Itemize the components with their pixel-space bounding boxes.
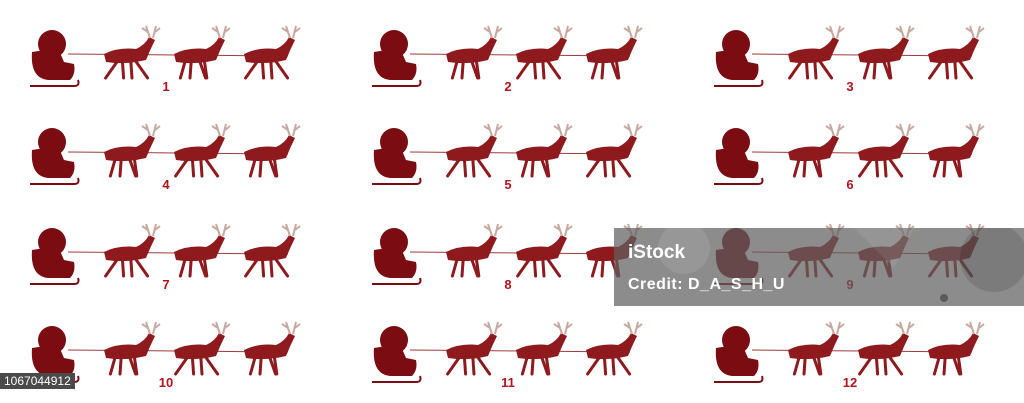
reindeer-icon [788, 123, 845, 178]
image-id-badge: 1067044912 [0, 373, 75, 389]
sleigh-frame: 3 [712, 22, 1012, 102]
reindeer-icon [928, 123, 985, 178]
reindeer-icon [446, 123, 503, 178]
reindeer-icon [928, 25, 985, 80]
reindeer-icon [174, 223, 231, 278]
reindeer-icon [516, 321, 573, 376]
reindeer-icon [586, 25, 643, 80]
santa-sleigh-icon [372, 128, 422, 185]
reindeer-icon [586, 123, 643, 178]
frame-number-label: 10 [158, 375, 174, 390]
reindeer-icon [244, 321, 301, 376]
reindeer-icon [104, 223, 161, 278]
santa-sleigh-icon [714, 128, 764, 185]
frame-number-label: 12 [842, 375, 858, 390]
santa-sleigh-icon [30, 228, 80, 285]
sleigh-frame: 8 [370, 220, 670, 300]
santa-sleigh-icon [30, 30, 80, 87]
reindeer-icon [104, 321, 161, 376]
frame-number-label: 8 [504, 277, 512, 292]
frame-number-label: 1 [162, 79, 170, 94]
reindeer-icon [446, 223, 503, 278]
reindeer-icon [446, 25, 503, 80]
frame-number-label: 7 [162, 277, 170, 292]
sleigh-frame: 4 [28, 120, 328, 200]
reindeer-icon [516, 223, 573, 278]
reindeer-icon [244, 25, 301, 80]
reindeer-icon [104, 25, 161, 80]
reindeer-icon [244, 223, 301, 278]
frame-number-label: 11 [501, 375, 515, 390]
reindeer-icon [516, 25, 573, 80]
frame-number-label: 4 [162, 177, 170, 192]
santa-sleigh-icon [714, 30, 764, 87]
reindeer-icon [586, 321, 643, 376]
frame-number-label: 6 [846, 177, 854, 192]
frame-number-label: 5 [504, 177, 512, 192]
reindeer-icon [516, 123, 573, 178]
sleigh-frame: 5 [370, 120, 670, 200]
santa-sleigh-icon [372, 30, 422, 87]
santa-sleigh-icon [714, 326, 764, 383]
reindeer-icon [174, 123, 231, 178]
reindeer-icon [174, 25, 231, 80]
reindeer-icon [858, 25, 915, 80]
istock-logo: iStock [628, 242, 686, 263]
sleigh-frame: 2 [370, 22, 670, 102]
sleigh-frame: 6 [712, 120, 1012, 200]
reindeer-icon [174, 321, 231, 376]
reindeer-icon [244, 123, 301, 178]
sleigh-frame: 10 [28, 318, 328, 398]
watermark-decoration [658, 228, 1024, 302]
reindeer-icon [928, 321, 985, 376]
santa-sleigh-icon [372, 326, 422, 383]
reindeer-icon [104, 123, 161, 178]
frame-number-label: 3 [846, 79, 854, 94]
sleigh-frame: 12 [712, 318, 1012, 398]
sleigh-frame: 1 [28, 22, 328, 102]
reindeer-icon [858, 321, 915, 376]
reindeer-icon [858, 123, 915, 178]
stock-watermark-banner: iStock Credit: D_A_S_H_U [614, 228, 1024, 306]
reindeer-icon [446, 321, 503, 376]
santa-sleigh-icon [372, 228, 422, 285]
frame-number-label: 2 [504, 79, 512, 94]
reindeer-icon [788, 25, 845, 80]
reindeer-icon [788, 321, 845, 376]
sleigh-frame: 11 [370, 318, 670, 398]
credit-text: Credit: D_A_S_H_U [628, 276, 785, 293]
santa-sleigh-icon [30, 128, 80, 185]
sleigh-frame: 7 [28, 220, 328, 300]
